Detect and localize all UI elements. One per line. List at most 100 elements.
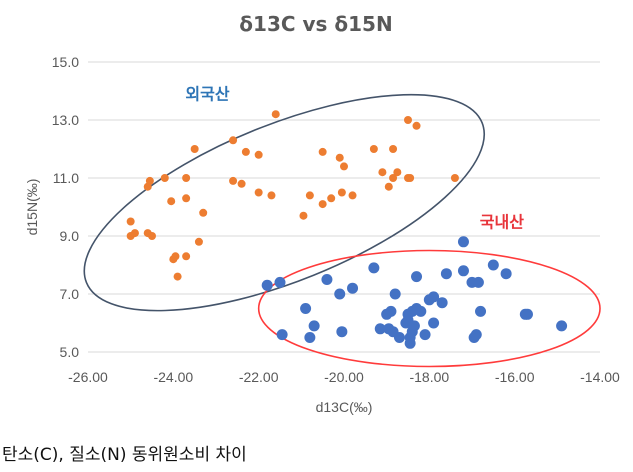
data-point-orange bbox=[340, 162, 348, 171]
data-point-blue bbox=[419, 329, 431, 341]
data-point-blue bbox=[521, 308, 533, 320]
axis-labels: 5.0 7.0 9.0 11.0 13.0 15.0 -26.00 -24.00 -22.00 -… bbox=[24, 54, 620, 415]
data-point-blue bbox=[321, 274, 333, 285]
data-point-blue bbox=[457, 236, 469, 248]
data-point-orange bbox=[384, 182, 393, 191]
data-point-orange bbox=[389, 174, 398, 182]
data-point-blue bbox=[472, 276, 484, 288]
data-points bbox=[126, 110, 568, 349]
data-point-orange bbox=[305, 191, 314, 200]
x-tick-label: -20.00 bbox=[324, 369, 364, 385]
y-tick-label: 7.0 bbox=[60, 286, 80, 302]
y-tick-label: 13.0 bbox=[52, 112, 79, 128]
data-point-blue bbox=[308, 320, 320, 332]
data-point-orange bbox=[267, 191, 276, 200]
data-point-orange bbox=[171, 252, 180, 261]
group-annotation: 국내산 bbox=[480, 212, 524, 231]
group-annotation: 외국산 bbox=[185, 85, 229, 104]
data-point-blue bbox=[276, 329, 288, 341]
data-point-blue bbox=[411, 271, 423, 283]
data-point-blue bbox=[274, 276, 286, 288]
x-tick-label: -16.00 bbox=[495, 369, 535, 385]
data-point-blue bbox=[374, 323, 386, 335]
data-point-orange bbox=[318, 200, 327, 209]
data-point-blue bbox=[436, 297, 448, 309]
data-point-orange bbox=[229, 136, 238, 145]
data-point-orange bbox=[327, 194, 336, 203]
x-axis-title: d13C(‰) bbox=[316, 399, 373, 415]
x-tick-label: -18.00 bbox=[409, 369, 449, 385]
data-point-blue bbox=[385, 305, 397, 317]
x-tick-label: -22.00 bbox=[239, 369, 279, 385]
data-point-blue bbox=[475, 305, 487, 317]
data-point-orange bbox=[404, 116, 412, 124]
data-point-blue bbox=[556, 320, 568, 332]
data-point-blue bbox=[440, 268, 452, 280]
data-point-orange bbox=[369, 145, 378, 153]
data-point-blue bbox=[336, 326, 348, 338]
group-ellipses bbox=[83, 93, 601, 368]
data-point-blue bbox=[389, 288, 401, 300]
data-point-orange bbox=[190, 145, 199, 153]
data-point-orange bbox=[254, 150, 263, 159]
data-point-orange bbox=[160, 174, 169, 182]
data-point-orange bbox=[271, 110, 280, 119]
data-point-orange bbox=[148, 232, 156, 240]
y-tick-label: 11.0 bbox=[53, 170, 79, 186]
data-point-orange bbox=[130, 229, 139, 238]
y-tick-label: 15.0 bbox=[52, 54, 79, 70]
group-ellipse bbox=[83, 93, 486, 312]
gridlines bbox=[88, 61, 600, 353]
x-tick-label: -24.00 bbox=[153, 369, 193, 385]
x-tick-label: -14.00 bbox=[580, 369, 620, 385]
data-point-orange bbox=[173, 272, 182, 281]
data-point-orange bbox=[412, 121, 421, 130]
data-point-orange bbox=[348, 191, 357, 200]
data-point-orange bbox=[237, 179, 246, 188]
chart-title: δ13C vs δ15N bbox=[239, 12, 392, 36]
data-point-orange bbox=[389, 145, 398, 153]
data-point-blue bbox=[487, 259, 499, 271]
data-point-blue bbox=[408, 320, 420, 332]
data-point-blue bbox=[457, 265, 469, 277]
x-tick-label: -26.00 bbox=[68, 369, 108, 385]
data-point-blue bbox=[261, 279, 273, 291]
data-point-orange bbox=[145, 176, 154, 185]
group-ellipse bbox=[257, 249, 601, 368]
data-point-orange bbox=[299, 211, 308, 220]
data-point-orange bbox=[194, 237, 203, 246]
data-point-orange bbox=[182, 174, 191, 182]
data-point-orange bbox=[318, 147, 327, 156]
data-point-orange bbox=[393, 168, 402, 177]
data-point-blue bbox=[500, 268, 512, 280]
figure-caption: 탄소(C), 질소(N) 동위원소비 차이 bbox=[2, 445, 247, 465]
data-point-blue bbox=[393, 332, 405, 343]
data-point-blue bbox=[300, 303, 312, 314]
y-tick-label: 5.0 bbox=[60, 344, 80, 360]
data-point-orange bbox=[199, 208, 208, 217]
scatter-chart: 5.0 7.0 9.0 11.0 13.0 15.0 -26.00 -24.00 -22.00 -… bbox=[24, 12, 620, 415]
data-point-orange bbox=[182, 252, 191, 261]
data-point-blue bbox=[415, 305, 427, 317]
data-point-blue bbox=[334, 288, 346, 300]
y-axis-title: d15N(‰) bbox=[24, 179, 40, 236]
data-point-blue bbox=[428, 291, 440, 303]
data-point-orange bbox=[406, 174, 415, 182]
data-point-blue bbox=[304, 332, 316, 343]
data-point-blue bbox=[347, 282, 359, 294]
data-point-orange bbox=[254, 188, 263, 197]
data-point-orange bbox=[337, 188, 346, 197]
data-point-orange bbox=[182, 194, 191, 203]
data-point-orange bbox=[335, 153, 344, 162]
data-point-orange bbox=[450, 174, 459, 182]
chart-area: 5.0 7.0 9.0 11.0 13.0 15.0 -26.00 -24.00 -22.00 -… bbox=[24, 12, 620, 415]
data-point-blue bbox=[428, 317, 440, 329]
data-point-orange bbox=[126, 217, 135, 226]
data-point-orange bbox=[241, 147, 250, 156]
data-point-blue bbox=[470, 329, 482, 341]
data-point-blue bbox=[368, 262, 380, 274]
y-tick-label: 9.0 bbox=[60, 228, 80, 244]
data-point-orange bbox=[167, 197, 176, 206]
data-point-orange bbox=[229, 176, 238, 185]
